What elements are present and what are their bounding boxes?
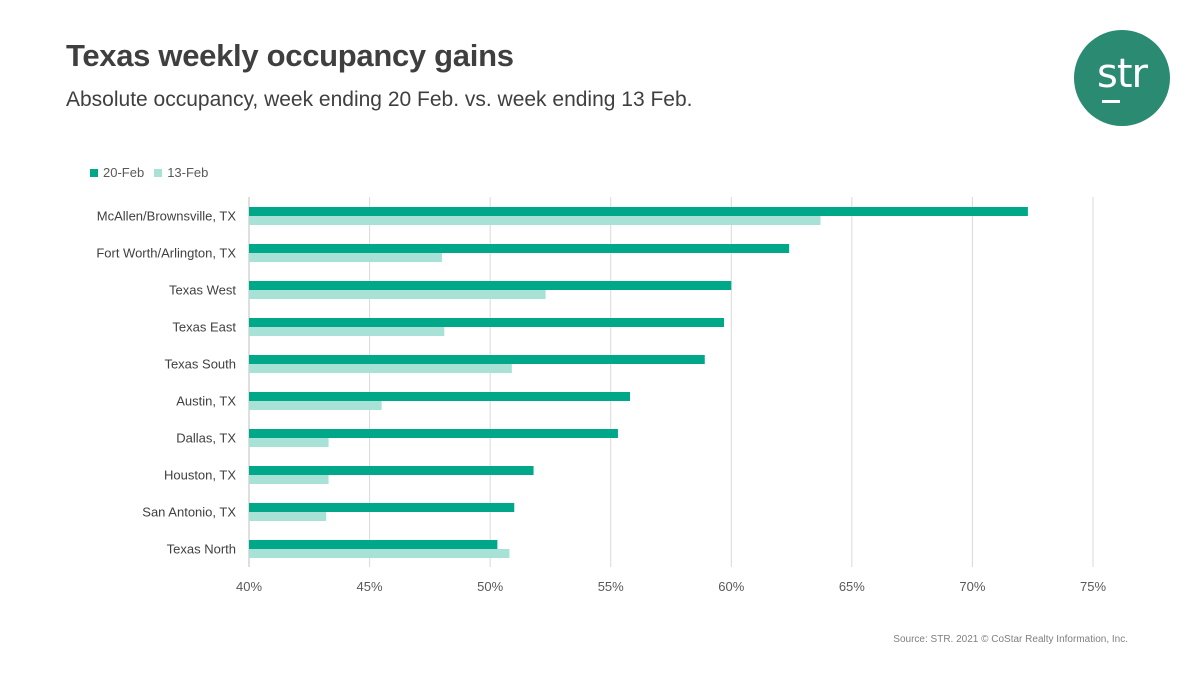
- legend-item-13feb: 13-Feb: [154, 165, 208, 180]
- bar-20feb: [249, 281, 732, 290]
- bar-20feb: [249, 355, 705, 364]
- x-tick-label: 75%: [1080, 579, 1106, 594]
- chart-title: Texas weekly occupancy gains: [66, 38, 514, 73]
- category-label: Texas East: [172, 320, 236, 335]
- source-note: Source: STR. 2021 © CoStar Realty Inform…: [893, 634, 1128, 645]
- bar-20feb: [249, 244, 790, 253]
- legend-swatch-20feb: [90, 168, 98, 177]
- logo-underline: [1102, 100, 1120, 103]
- bar-13feb: [249, 216, 821, 225]
- chart-subtitle: Absolute occupancy, week ending 20 Feb. …: [66, 88, 693, 111]
- bar-13feb: [249, 290, 546, 299]
- x-tick-label: 65%: [839, 579, 865, 594]
- bar-20feb: [249, 503, 515, 512]
- x-tick-label: 55%: [598, 579, 624, 594]
- category-label: Texas West: [169, 283, 236, 298]
- legend-item-20feb: 20-Feb: [90, 165, 144, 180]
- bar-20feb: [249, 429, 618, 438]
- bar-13feb: [249, 512, 327, 521]
- bar-13feb: [249, 549, 510, 558]
- legend-label-20feb: 20-Feb: [103, 165, 145, 180]
- bar-20feb: [249, 466, 534, 475]
- bar-20feb: [249, 318, 725, 327]
- legend-swatch-13feb: [154, 168, 163, 177]
- category-label: San Antonio, TX: [142, 505, 236, 520]
- x-tick-label: 45%: [357, 579, 383, 594]
- bar-20feb: [249, 540, 498, 549]
- bar-20feb: [249, 207, 1028, 216]
- category-label: Houston, TX: [164, 468, 236, 483]
- bar-13feb: [249, 438, 329, 447]
- x-tick-label: 40%: [236, 579, 262, 594]
- bar-13feb: [249, 327, 445, 336]
- x-tick-label: 70%: [959, 579, 985, 594]
- str-logo: str: [1074, 30, 1170, 126]
- category-label: Texas North: [167, 542, 236, 557]
- category-label: Dallas, TX: [176, 431, 236, 446]
- category-label: Austin, TX: [176, 394, 236, 409]
- category-label: Fort Worth/Arlington, TX: [96, 246, 236, 261]
- legend-label-13feb: 13-Feb: [167, 165, 209, 180]
- x-tick-label: 60%: [718, 579, 744, 594]
- bar-20feb: [249, 392, 631, 401]
- x-tick-label: 50%: [477, 579, 503, 594]
- logo-text: str: [1097, 51, 1148, 97]
- bar-13feb: [249, 475, 329, 484]
- bar-13feb: [249, 253, 442, 262]
- bar-13feb: [249, 364, 512, 373]
- category-label: Texas South: [164, 357, 236, 372]
- bar-13feb: [249, 401, 382, 410]
- category-label: McAllen/Brownsville, TX: [97, 209, 237, 224]
- chart-legend: 20-Feb 13-Feb: [90, 165, 218, 180]
